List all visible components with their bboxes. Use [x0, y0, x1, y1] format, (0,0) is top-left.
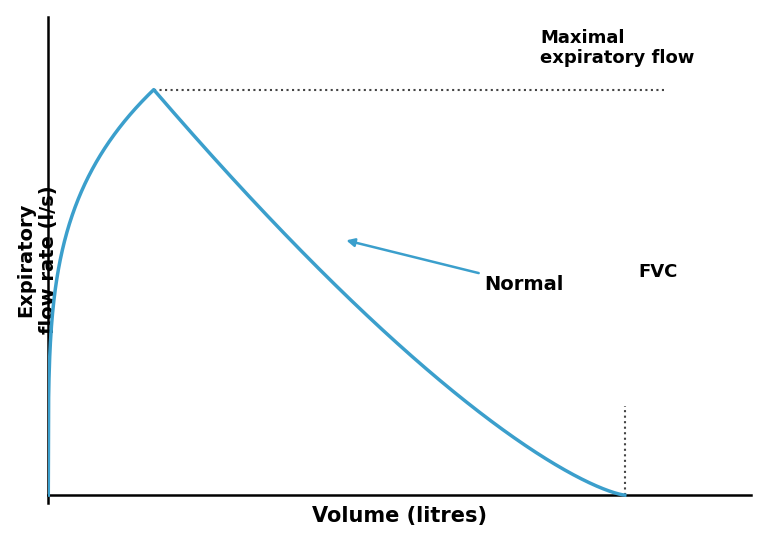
Text: Maximal
expiratory flow: Maximal expiratory flow: [541, 28, 695, 67]
Text: Normal: Normal: [349, 239, 564, 294]
X-axis label: Volume (litres): Volume (litres): [313, 506, 488, 526]
Y-axis label: Expiratory
flow rate (l/s): Expiratory flow rate (l/s): [17, 186, 58, 334]
Text: FVC: FVC: [639, 263, 678, 281]
